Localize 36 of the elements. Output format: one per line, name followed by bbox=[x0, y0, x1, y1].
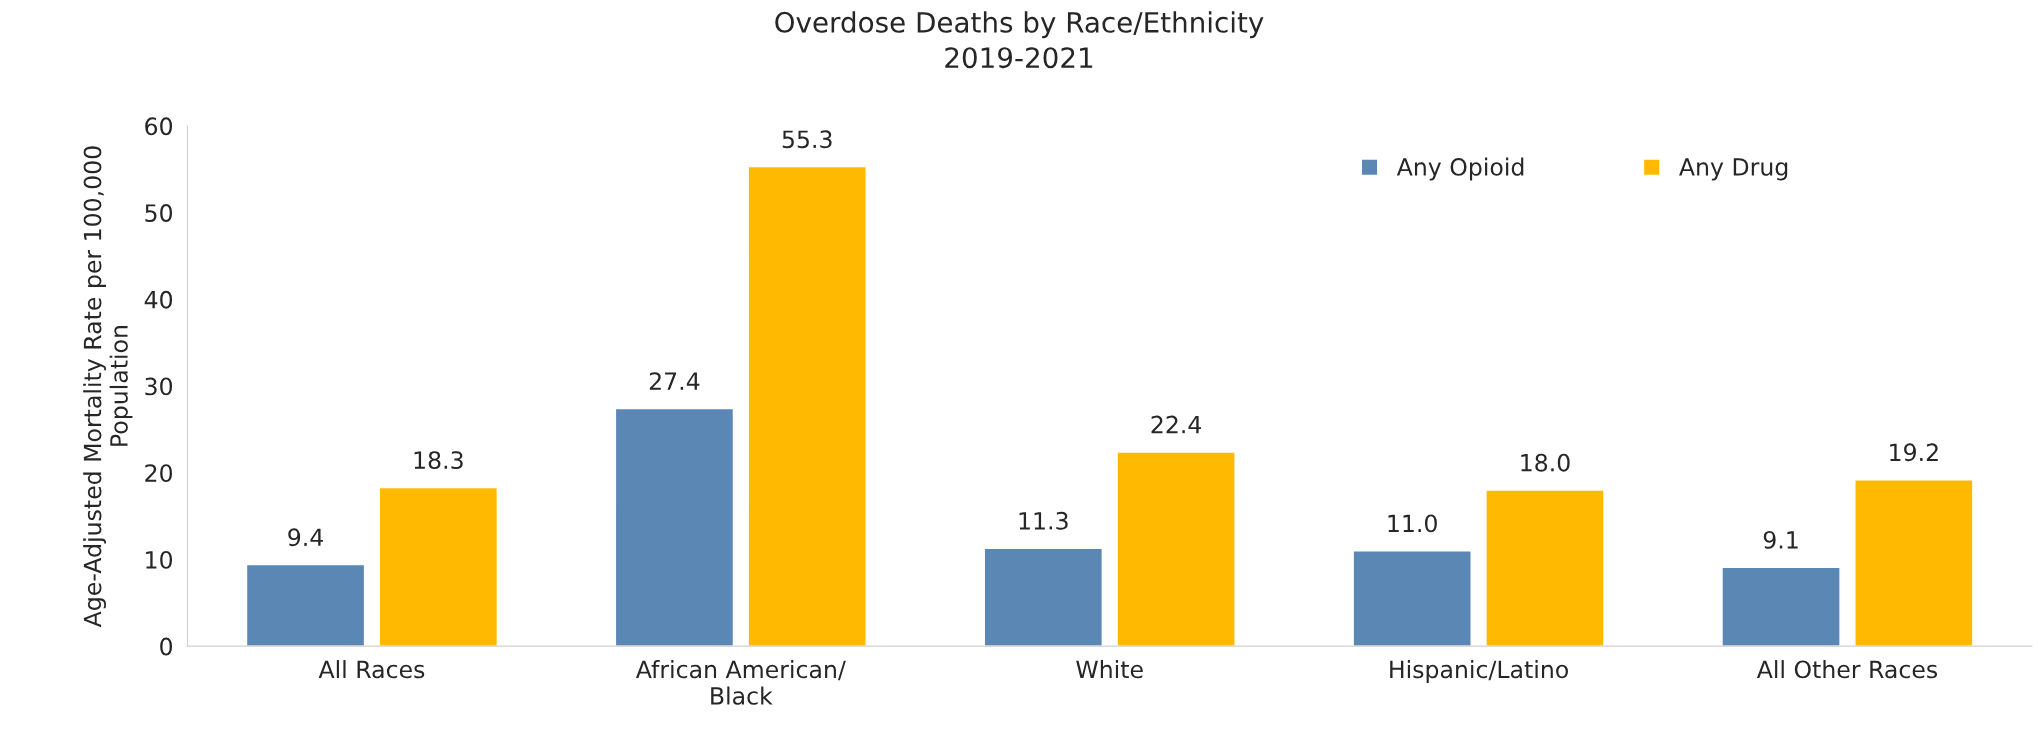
y-tick-label: 40 bbox=[144, 290, 173, 309]
data-label: 11.3 bbox=[1019, 511, 1068, 530]
data-label: 19.2 bbox=[1890, 443, 1938, 462]
bar bbox=[1485, 489, 1605, 647]
chart-title: Overdose Deaths by Race/Ethnicity 2019-2021 bbox=[775, 11, 1264, 69]
bar bbox=[245, 563, 366, 647]
x-tick-label: White bbox=[1076, 660, 1143, 679]
y-tick-label: 0 bbox=[160, 637, 173, 656]
data-label: 22.4 bbox=[1151, 415, 1202, 434]
y-tick-label: 50 bbox=[145, 204, 173, 222]
legend-label: Any Drug bbox=[1679, 158, 1788, 181]
x-tick-label: Hispanic/Latino bbox=[1390, 660, 1568, 683]
y-tick-label: 60 bbox=[145, 117, 173, 136]
data-label: 11.0 bbox=[1388, 514, 1437, 533]
data-label: 55.3 bbox=[782, 130, 832, 149]
y-tick-label: 20 bbox=[145, 464, 173, 483]
bar bbox=[983, 547, 1104, 647]
bar bbox=[1721, 566, 1841, 647]
bar bbox=[1854, 478, 1974, 647]
data-label: 18.3 bbox=[414, 451, 463, 470]
bar bbox=[1116, 451, 1236, 647]
data-label: 27.4 bbox=[649, 372, 700, 390]
x-tick-label: All Other Races bbox=[1756, 660, 1938, 679]
data-label: 18.0 bbox=[1521, 453, 1570, 472]
bar bbox=[614, 407, 735, 647]
x-tick-label: African American/ Black bbox=[635, 660, 846, 705]
y-axis-title: Age-Adjusted Mortality Rate per 100,000 Population bbox=[83, 146, 133, 628]
bar bbox=[1352, 550, 1472, 647]
legend-label: Any Opioid bbox=[1396, 157, 1524, 181]
data-label: 9.4 bbox=[288, 528, 323, 547]
bar bbox=[378, 486, 499, 647]
y-tick-label: 30 bbox=[145, 377, 173, 396]
data-label: 9.1 bbox=[1763, 530, 1798, 549]
y-tick-label: 10 bbox=[146, 550, 173, 569]
x-tick-label: All Races bbox=[318, 660, 425, 679]
bar bbox=[747, 165, 867, 647]
